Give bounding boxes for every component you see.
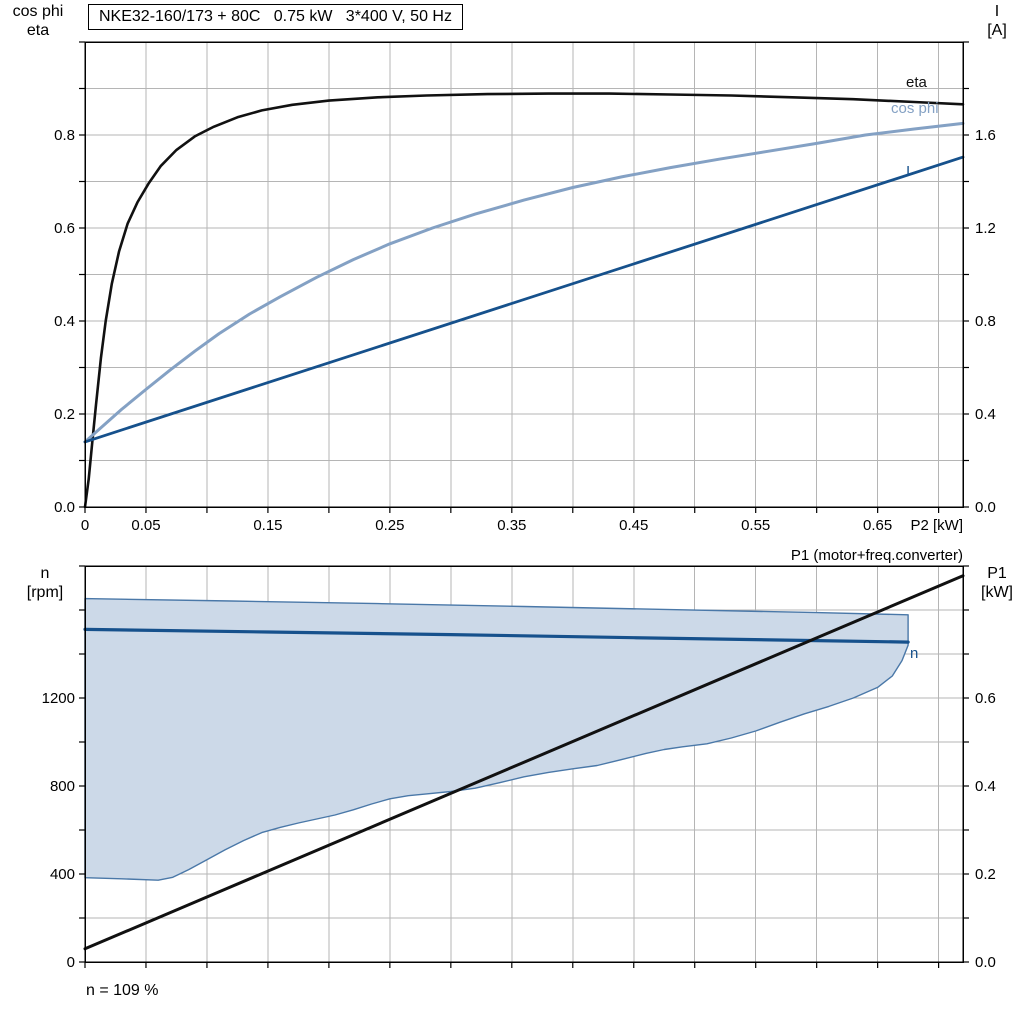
axis-label-top-left: cos phi eta bbox=[0, 2, 76, 40]
y-tick-label-left: 400 bbox=[50, 866, 75, 883]
y-tick-label-left: 0.8 bbox=[54, 127, 75, 144]
chart-title: NKE32-160/173 + 80C 0.75 kW 3*400 V, 50 … bbox=[88, 4, 463, 30]
x-axis-title: P2 [kW] bbox=[910, 517, 963, 534]
y-tick-label-left: 0.2 bbox=[54, 406, 75, 423]
y-tick-label-left: 0 bbox=[67, 954, 75, 971]
current-axis-label: I bbox=[994, 3, 1000, 20]
y-tick-label-right: 0.4 bbox=[975, 406, 996, 423]
ampere-unit-label: [A] bbox=[987, 22, 1007, 39]
eta-curve-label: eta bbox=[906, 74, 927, 91]
speed-range-envelope bbox=[84, 597, 909, 881]
x-tick-label: 0.25 bbox=[375, 517, 404, 534]
x-tick-label: 0.55 bbox=[741, 517, 770, 534]
y-tick-label-right: 0.4 bbox=[975, 778, 996, 795]
y-tick-label-right: 0.0 bbox=[975, 954, 996, 971]
p1-axis-label: P1 bbox=[987, 565, 1007, 582]
y-tick-label-right: 0.8 bbox=[975, 313, 996, 330]
plot-frame bbox=[84, 565, 964, 963]
x-tick-label: 0.45 bbox=[619, 517, 648, 534]
cos-phi-axis-label: cos phi bbox=[12, 3, 64, 20]
speed-axis-label: n bbox=[40, 565, 50, 582]
y-tick-label-left: 1200 bbox=[42, 690, 75, 707]
y-tick-label-right: 0.2 bbox=[975, 866, 996, 883]
x-tick-label: 0.35 bbox=[497, 517, 526, 534]
p1-curve-title: P1 (motor+freq.converter) bbox=[790, 547, 963, 564]
series-P1 bbox=[83, 574, 965, 951]
x-tick-label: 0.65 bbox=[863, 517, 892, 534]
speed-curve-label: n bbox=[910, 645, 919, 662]
series-I bbox=[83, 155, 965, 444]
y-tick-label-right: 1.2 bbox=[975, 220, 996, 237]
y-tick-label-left: 0.0 bbox=[54, 499, 75, 516]
series-cos-phi bbox=[83, 121, 965, 444]
series-eta bbox=[83, 92, 965, 509]
axis-label-top-right: I [A] bbox=[972, 2, 1022, 40]
y-tick-label-right: 1.6 bbox=[975, 127, 996, 144]
speed-percentage-note: n = 109 % bbox=[86, 982, 159, 999]
y-tick-label-left: 0.4 bbox=[54, 313, 75, 330]
kw-unit-label: [kW] bbox=[981, 584, 1013, 601]
series-n bbox=[83, 627, 910, 644]
axis-label-bottom-right: P1 [kW] bbox=[970, 564, 1024, 602]
x-tick-label: 0 bbox=[81, 517, 89, 534]
current-curve-label: I bbox=[906, 163, 911, 180]
eta-axis-label: eta bbox=[26, 22, 50, 39]
rpm-unit-label: [rpm] bbox=[26, 584, 64, 601]
y-tick-label-right: 0.0 bbox=[975, 499, 996, 516]
y-tick-label-left: 0.6 bbox=[54, 220, 75, 237]
cos-phi-curve-label: cos phi bbox=[891, 100, 939, 117]
y-tick-label-right: 0.6 bbox=[975, 690, 996, 707]
x-tick-label: 0.05 bbox=[131, 517, 160, 534]
x-tick-label: 0.15 bbox=[253, 517, 282, 534]
y-tick-label-left: 800 bbox=[50, 778, 75, 795]
axis-label-bottom-left: n [rpm] bbox=[14, 564, 76, 602]
